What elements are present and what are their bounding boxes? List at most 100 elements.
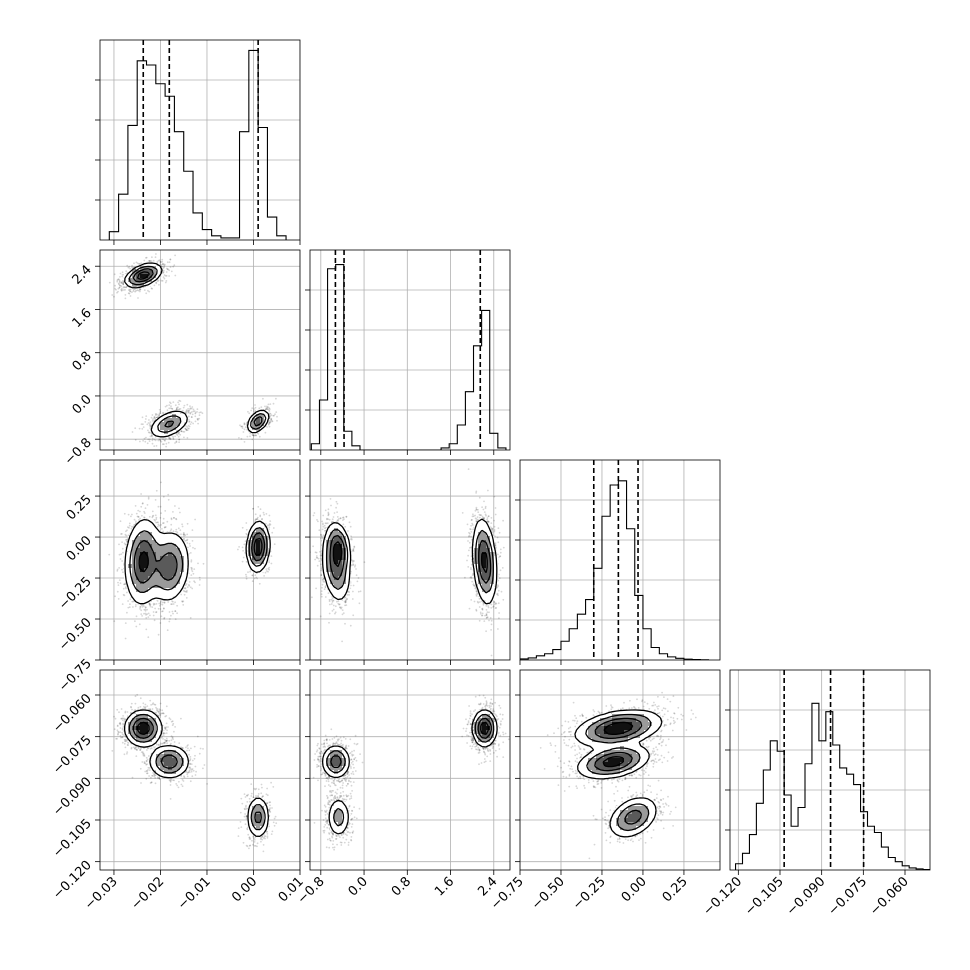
- sample-point: [268, 560, 270, 562]
- density-cell: [156, 266, 161, 271]
- sample-point: [150, 260, 153, 262]
- sample-point: [182, 533, 185, 535]
- sample-point: [168, 269, 171, 272]
- density-cell: [140, 266, 145, 271]
- sample-point: [187, 546, 189, 549]
- sample-point: [187, 411, 190, 413]
- sample-point: [147, 431, 150, 434]
- sample-point: [157, 521, 160, 524]
- sample-point: [139, 290, 141, 293]
- sample-point: [244, 426, 247, 429]
- sample-point: [150, 434, 153, 437]
- sample-point: [175, 406, 178, 409]
- sample-point: [161, 601, 164, 604]
- sample-point: [269, 421, 272, 424]
- sample-point: [174, 505, 176, 507]
- sample-point: [174, 404, 177, 407]
- sample-point: [126, 264, 129, 267]
- density-cell: [264, 414, 269, 419]
- sample-point: [152, 259, 155, 262]
- sample-point: [268, 568, 271, 571]
- sample-point: [269, 415, 272, 417]
- sample-point: [121, 560, 123, 562]
- sample-point: [193, 410, 196, 412]
- sample-point: [188, 427, 190, 430]
- sample-point: [170, 523, 173, 526]
- sample-point: [163, 443, 165, 445]
- sample-point: [162, 522, 164, 525]
- sample-point: [267, 567, 270, 570]
- sample-point: [156, 260, 159, 263]
- sample-point: [157, 523, 160, 526]
- sample-point: [163, 277, 166, 280]
- sample-point: [145, 614, 147, 616]
- density-cell: [180, 414, 185, 419]
- panel-frame: [309, 249, 511, 451]
- sample-point: [140, 613, 143, 615]
- sample-point: [154, 414, 157, 416]
- contour-level-1: [128, 265, 267, 433]
- sample-point: [198, 584, 201, 586]
- sample-point: [161, 258, 164, 261]
- sample-point: [150, 425, 152, 427]
- sample-point: [141, 514, 143, 517]
- sample-point: [144, 507, 147, 510]
- sample-point: [149, 603, 152, 606]
- sample-point: [181, 525, 184, 528]
- sample-point: [160, 440, 163, 443]
- sample-point: [188, 409, 190, 412]
- sample-point: [117, 581, 119, 584]
- sample-point: [251, 574, 254, 577]
- density-cell: [180, 422, 185, 427]
- density-cell: [264, 418, 269, 423]
- sample-point: [114, 595, 116, 598]
- density-cell: [164, 418, 169, 423]
- sample-point: [125, 534, 128, 537]
- sample-point: [119, 558, 122, 560]
- density-cell: [256, 410, 261, 415]
- sample-point: [134, 290, 137, 293]
- sample-point: [196, 408, 199, 411]
- sample-point: [121, 568, 123, 571]
- sample-point: [268, 523, 271, 525]
- sample-point: [123, 583, 125, 586]
- sample-point: [183, 430, 186, 433]
- sample-point: [121, 271, 124, 274]
- sample-point: [179, 400, 182, 402]
- sample-point: [193, 568, 196, 570]
- panel-body: [100, 40, 300, 240]
- sample-point: [159, 411, 162, 413]
- sample-point: [125, 286, 127, 289]
- sample-point: [169, 438, 172, 441]
- sample-point: [143, 512, 146, 514]
- sample-point: [176, 434, 179, 436]
- sample-point: [121, 287, 123, 290]
- sample-point: [246, 421, 248, 424]
- sample-point: [147, 429, 149, 432]
- sample-point: [121, 275, 124, 278]
- sample-point: [153, 417, 156, 420]
- sample-point: [178, 438, 181, 441]
- sample-point: [147, 612, 150, 615]
- sample-point: [117, 287, 120, 290]
- sample-point: [162, 271, 165, 273]
- sample-point: [245, 575, 248, 578]
- sample-point: [246, 435, 249, 438]
- sample-point: [121, 273, 124, 276]
- sample-point: [242, 549, 245, 552]
- sample-point: [122, 281, 125, 284]
- sample-point: [256, 518, 258, 520]
- sample-point: [184, 584, 187, 586]
- sample-point: [137, 509, 140, 512]
- sample-point: [147, 636, 150, 639]
- sample-point: [245, 573, 247, 576]
- sample-point: [127, 606, 130, 609]
- y-tick-label-1-4: 2.4: [70, 262, 95, 287]
- sample-point: [122, 286, 125, 289]
- sample-point: [185, 591, 188, 593]
- sample-point: [144, 421, 147, 423]
- sample-point: [111, 294, 114, 296]
- sample-point: [180, 533, 182, 536]
- sample-point: [159, 608, 162, 610]
- sample-point: [173, 517, 175, 519]
